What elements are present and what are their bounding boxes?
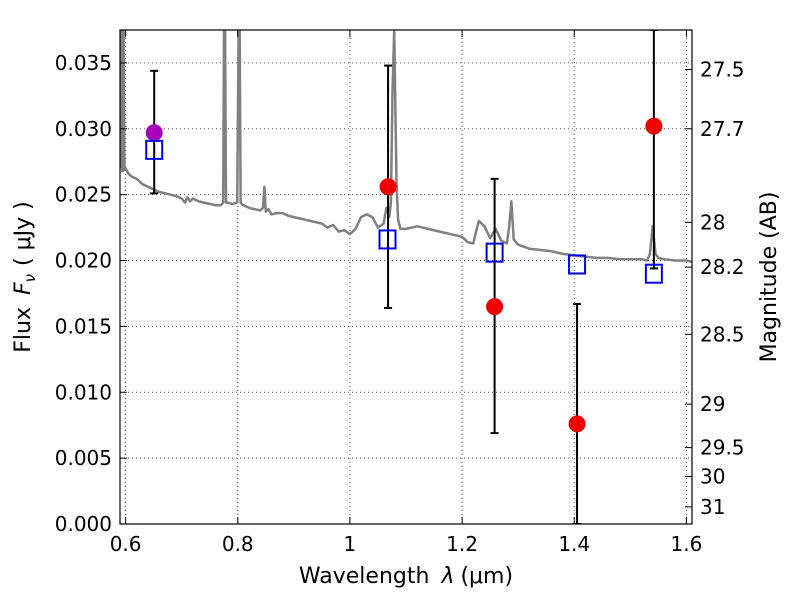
y2-tick-label: 27.7: [700, 117, 745, 141]
y-tick-label: 0.010: [55, 380, 112, 404]
y-tick-label: 0.015: [55, 314, 112, 338]
y-tick-label: 0.000: [55, 512, 112, 536]
observed-points: [145, 117, 663, 433]
y2-tick-label: 29.5: [700, 436, 745, 460]
y-axis-title: Flux Fν ( μJy ): [11, 201, 39, 352]
y-axis-title-subscript: ν: [21, 274, 39, 282]
plot-area: [120, 30, 692, 524]
observed-flux-point: [145, 124, 163, 142]
y2-tick-label: 28: [700, 210, 725, 234]
x-tick-label: 0.8: [222, 532, 254, 556]
observed-flux-point: [568, 415, 586, 433]
x-tick-label: 1.2: [446, 532, 478, 556]
model-flux-point: [145, 139, 164, 160]
y-tick-label: 0.020: [55, 249, 112, 273]
y-axis: 0.000 0.005 0.010 0.015 0.020 0.025 0.030 0.035: [55, 51, 127, 536]
x-tick-label: 1.4: [558, 532, 590, 556]
observed-flux-point: [379, 178, 397, 196]
y2-tick-label: 27.5: [700, 58, 745, 82]
y2-tick-label: 31: [700, 495, 725, 519]
x-tick-label: 0.6: [110, 532, 142, 556]
plot-frame: [119, 29, 693, 525]
template-spectrum-line: [120, 30, 692, 264]
model-flux-point: [378, 229, 397, 250]
x-axis-title-symbol: λ: [440, 564, 454, 589]
observed-flux-point: [486, 298, 504, 316]
x-axis: 0.6 0.8 1 1.2 1.4 1.6: [110, 30, 702, 556]
y2-axis-title: Magnitude (AB): [757, 192, 782, 363]
model-flux-point: [644, 263, 663, 284]
x-tick-label: 1: [344, 532, 357, 556]
x-axis-title-text: Wavelength: [299, 564, 430, 589]
y2-tick-label: 28.2: [700, 255, 745, 279]
x-axis-title: Wavelength λ (μm): [299, 564, 513, 589]
y-axis-title-symbol: F: [11, 282, 36, 295]
plot-background: [120, 30, 692, 524]
y2-tick-label: 30: [700, 465, 725, 489]
y2-tick-label: 29: [700, 392, 725, 416]
model-flux-point: [568, 254, 587, 275]
observed-flux-point: [645, 117, 663, 135]
y-tick-label: 0.035: [55, 51, 112, 75]
model-points: [145, 139, 663, 284]
y2-tick-label: 28.5: [700, 322, 745, 346]
x-axis-title-unit: (μm): [460, 564, 513, 589]
y2-axis: 27.5 27.7 28 28.2 28.5 29 29.5 30 31: [685, 58, 745, 519]
y-tick-label: 0.005: [55, 446, 112, 470]
y-axis-title-unit: ( μJy ): [11, 201, 36, 266]
model-flux-point: [485, 242, 504, 263]
y-tick-label: 0.030: [55, 117, 112, 141]
y-tick-label: 0.025: [55, 183, 112, 207]
y-axis-title-text: Flux: [11, 307, 36, 353]
x-tick-label: 1.6: [670, 532, 702, 556]
